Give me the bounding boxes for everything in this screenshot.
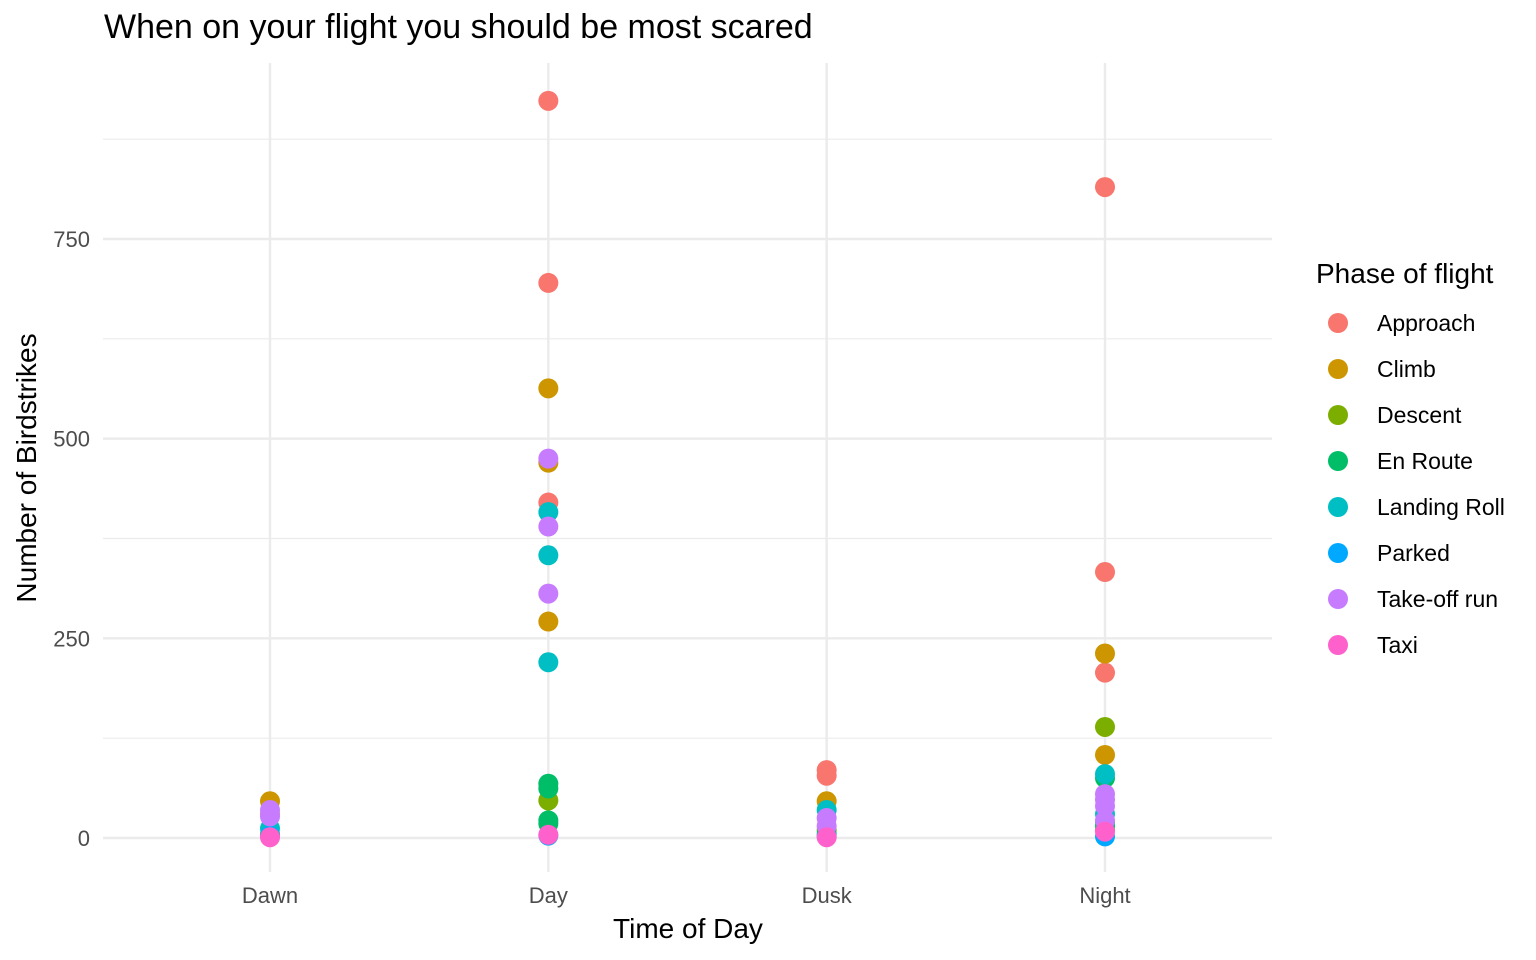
legend-item: Approach [1316, 300, 1505, 346]
legend-label: Landing Roll [1377, 493, 1505, 520]
y-tick-label: 0 [78, 826, 90, 851]
legend-swatch [1328, 589, 1348, 609]
legend-swatch [1328, 635, 1348, 655]
legend-swatch [1328, 359, 1348, 379]
legend-label: Take-off run [1377, 585, 1499, 612]
data-point [538, 583, 559, 604]
data-point [538, 611, 559, 632]
x-axis-title: Time of Day [613, 913, 763, 944]
data-point [538, 272, 559, 293]
legend-swatch [1328, 543, 1348, 563]
legend-item: En Route [1316, 438, 1505, 484]
data-point [1095, 562, 1115, 583]
legend-swatch [1328, 313, 1348, 333]
legend-item: Take-off run [1316, 576, 1505, 622]
data-point [1095, 821, 1115, 842]
chart-title: When on your flight you should be most s… [104, 8, 813, 46]
legend: Phase of flight Approach Climb Descent En R… [1316, 258, 1505, 668]
y-tick-label: 750 [53, 227, 90, 252]
legend-label: Taxi [1377, 631, 1418, 658]
data-point [538, 448, 559, 469]
legend-label: Climb [1377, 355, 1436, 382]
data-point [538, 778, 559, 799]
x-tick-label: Day [529, 883, 568, 908]
y-tick-label: 500 [53, 427, 90, 452]
legend-label: Parked [1377, 539, 1450, 566]
legend-label: Descent [1377, 401, 1462, 428]
legend-item: Landing Roll [1316, 484, 1505, 530]
legend-label: Approach [1377, 309, 1476, 336]
x-tick-label: Dusk [802, 883, 853, 908]
data-point [538, 502, 559, 523]
legend-items: Approach Climb Descent En Route Landing Roll… [1316, 300, 1505, 668]
x-tick-label: Dawn [242, 883, 298, 908]
data-point [538, 545, 559, 566]
data-point [816, 765, 837, 786]
legend-swatch [1328, 451, 1348, 471]
data-point [1095, 764, 1115, 785]
legend-item: Parked [1316, 530, 1505, 576]
legend-item: Climb [1316, 346, 1505, 392]
data-point [260, 827, 280, 848]
data-point [1095, 744, 1115, 765]
data-point [538, 652, 559, 673]
legend-title: Phase of flight [1316, 258, 1494, 289]
y-tick-labels: 0 250 500 750 [53, 227, 90, 851]
data-points [260, 90, 1115, 848]
legend-swatch [1328, 405, 1348, 425]
data-point [1095, 177, 1115, 198]
data-point [1095, 662, 1115, 683]
data-point [1095, 796, 1115, 817]
data-point [816, 827, 837, 848]
y-tick-label: 250 [53, 626, 90, 651]
data-point [538, 378, 559, 399]
legend-swatch [1328, 497, 1348, 517]
x-tick-labels: Dawn Day Dusk Night [242, 883, 1131, 908]
data-point [1095, 643, 1115, 664]
data-point [538, 516, 559, 537]
legend-item: Taxi [1316, 622, 1505, 668]
legend-item: Descent [1316, 392, 1505, 438]
data-point [260, 806, 280, 827]
legend-label: En Route [1377, 447, 1473, 474]
data-point [1095, 716, 1115, 737]
x-tick-label: Night [1079, 883, 1130, 908]
y-axis-title: Number of Birdstrikes [11, 333, 42, 602]
data-point [538, 824, 559, 845]
data-point [538, 90, 559, 111]
